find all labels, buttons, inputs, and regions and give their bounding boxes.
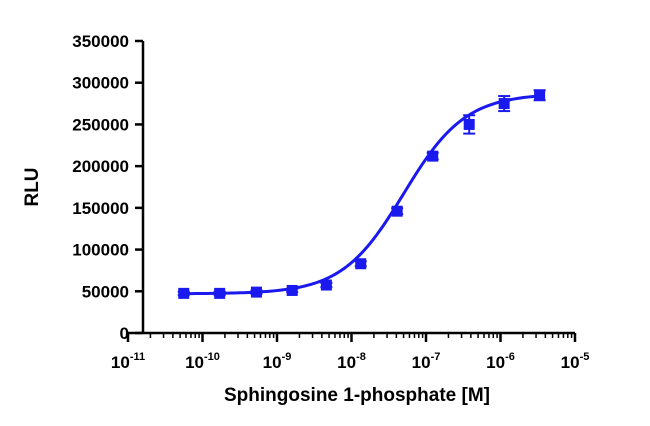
data-point — [320, 279, 332, 291]
x-axis-title: Sphingosine 1-phosphate [M] — [224, 385, 490, 406]
y-tick-label: 150000 — [72, 199, 129, 218]
data-point — [427, 150, 439, 162]
y-tick-label: 100000 — [72, 241, 129, 260]
y-tick-label: 250000 — [72, 115, 129, 134]
x-tick-label: 10-8 — [337, 351, 366, 372]
data-point — [498, 98, 510, 110]
y-tick-label: 0 — [120, 324, 129, 343]
data-point — [214, 287, 226, 299]
y-axis-ticks: 0 50000 100000 150000 200000 250000 300000 3500… — [72, 32, 143, 343]
y-tick-label: 300000 — [72, 74, 129, 93]
fit-curve — [183, 94, 540, 296]
data-point — [391, 205, 403, 217]
y-tick-label: 350000 — [72, 32, 129, 51]
y-axis-title: RLU — [22, 167, 43, 206]
data-points — [178, 89, 546, 299]
x-tick-label: 10-5 — [561, 351, 590, 372]
y-tick-label: 50000 — [82, 282, 129, 301]
data-point — [463, 118, 475, 130]
data-point — [534, 89, 546, 101]
x-tick-label: 10-6 — [486, 351, 515, 372]
data-point — [355, 258, 367, 270]
x-tick-label: 10-10 — [185, 351, 220, 372]
x-axis-ticks: 10-11 10-10 10-9 10-8 10-7 10-6 10-5 — [111, 333, 589, 372]
data-point — [250, 286, 262, 298]
y-tick-label: 200000 — [72, 157, 129, 176]
axes — [128, 41, 575, 335]
x-tick-label: 10-7 — [412, 351, 441, 372]
x-tick-label: 10-11 — [111, 351, 145, 372]
x-tick-label: 10-9 — [263, 351, 292, 372]
data-point — [178, 287, 190, 299]
data-point — [286, 284, 298, 296]
